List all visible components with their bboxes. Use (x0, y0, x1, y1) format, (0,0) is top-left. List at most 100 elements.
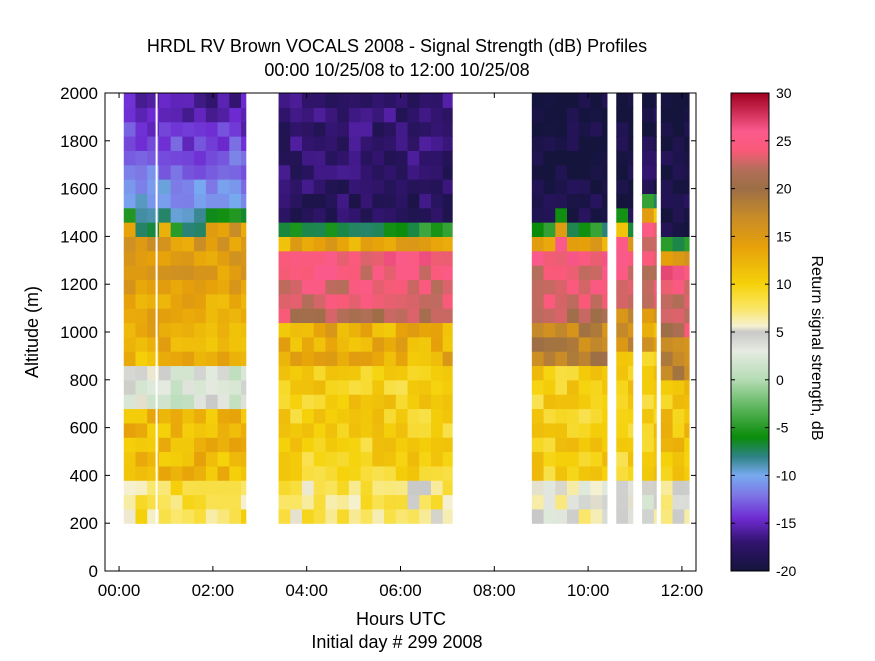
heatmap-cell (384, 293, 397, 309)
heatmap-cell (567, 508, 580, 524)
heatmap-cell (348, 121, 362, 137)
heatmap-cell (302, 494, 315, 510)
heatmap-cell (578, 293, 592, 309)
heatmap-cell (684, 150, 690, 166)
heatmap-cell (627, 336, 634, 352)
heatmap-cell (543, 451, 556, 467)
heatmap-cell (372, 164, 385, 180)
heatmap-cell (229, 465, 242, 481)
heatmap-cell (135, 465, 148, 481)
heatmap-cell (205, 494, 219, 510)
heatmap-cell (407, 222, 420, 237)
heatmap-cell (313, 150, 327, 166)
heatmap-cell (590, 136, 603, 151)
heatmap-cell (147, 451, 160, 467)
heatmap-cell (660, 222, 674, 237)
heatmap-cell (348, 250, 362, 266)
heatmap-cell (229, 179, 242, 194)
heatmap-cell (194, 107, 207, 123)
heatmap-cell (123, 93, 137, 108)
heatmap-cell (419, 308, 432, 324)
heatmap-cell (147, 107, 160, 123)
heatmap-cell (616, 365, 629, 381)
heatmap-cell (170, 279, 183, 295)
heatmap-cell (325, 408, 338, 424)
heatmap-cell (325, 508, 338, 524)
heatmap-cell (205, 308, 219, 324)
heatmap-cell (602, 494, 608, 510)
heatmap-cell (395, 164, 409, 180)
heatmap-cell (531, 121, 545, 137)
heatmap-cell (672, 336, 685, 352)
heatmap-cell (337, 250, 350, 266)
heatmap-cell (147, 494, 160, 510)
heatmap-cell (407, 408, 420, 424)
heatmap-cell (302, 451, 315, 467)
heatmap-cell (627, 379, 634, 395)
y-tick-label: 1000 (60, 323, 98, 342)
heatmap-cell (348, 437, 362, 453)
heatmap-cell (325, 222, 338, 237)
heatmap-cell (217, 437, 230, 453)
heatmap-cell (672, 322, 685, 338)
heatmap-cell (384, 179, 397, 194)
heatmap-cell (313, 164, 327, 180)
heatmap-cell (170, 222, 183, 237)
heatmap-cell (241, 265, 247, 281)
heatmap-cell (278, 164, 291, 180)
heatmap-cell (158, 437, 172, 453)
heatmap-cell (395, 179, 409, 194)
heatmap-cell (360, 164, 373, 180)
heatmap-cell (372, 508, 385, 524)
heatmap-cell (642, 107, 655, 123)
heatmap-cell (194, 136, 207, 151)
heatmap-cell (348, 179, 362, 194)
heatmap-cell (531, 351, 545, 367)
heatmap-cell (590, 193, 603, 209)
heatmap-cell (205, 207, 219, 223)
heatmap-cell (241, 250, 247, 266)
heatmap-cell (555, 250, 568, 266)
heatmap-cell (337, 336, 350, 352)
heatmap-cell (217, 379, 230, 395)
heatmap-cell (313, 351, 327, 367)
heatmap-cell (653, 394, 657, 410)
heatmap-cell (660, 236, 674, 252)
heatmap-cell (384, 279, 397, 295)
heatmap-cell (205, 107, 219, 123)
heatmap-cell (407, 322, 420, 338)
heatmap-cell (616, 164, 629, 180)
heatmap-cell (194, 379, 207, 395)
heatmap-cell (372, 422, 385, 438)
heatmap-cell (407, 93, 420, 108)
heatmap-cell (442, 279, 453, 295)
heatmap-cell (205, 351, 219, 367)
heatmap-cell (616, 422, 629, 438)
heatmap-cell (442, 494, 453, 510)
heatmap-cell (384, 150, 397, 166)
heatmap-cell (182, 164, 195, 180)
heatmap-cell (170, 437, 183, 453)
heatmap-cell (360, 150, 373, 166)
heatmap-cell (325, 322, 338, 338)
heatmap-cell (430, 480, 444, 496)
heatmap-cell (642, 508, 655, 524)
heatmap-cell (616, 379, 629, 395)
heatmap-cell (290, 465, 303, 481)
heatmap-cell (531, 164, 545, 180)
heatmap-cell (325, 437, 338, 453)
heatmap-cell (684, 279, 690, 295)
heatmap-cell (205, 451, 219, 467)
heatmap-cell (672, 437, 685, 453)
heatmap-cell (419, 121, 432, 137)
y-axis-ticks: 0 200 400 600 800 1000 1200 1400 1600 1800 2000 (60, 84, 696, 581)
heatmap-cell (337, 308, 350, 324)
heatmap-cell (170, 422, 183, 438)
heatmap-cell (360, 451, 373, 467)
heatmap-cell (567, 222, 580, 237)
heatmap-cell (217, 93, 230, 108)
heatmap-cell (531, 308, 545, 324)
heatmap-cell (313, 379, 327, 395)
heatmap-cell (578, 437, 592, 453)
heatmap-cell (395, 222, 409, 237)
